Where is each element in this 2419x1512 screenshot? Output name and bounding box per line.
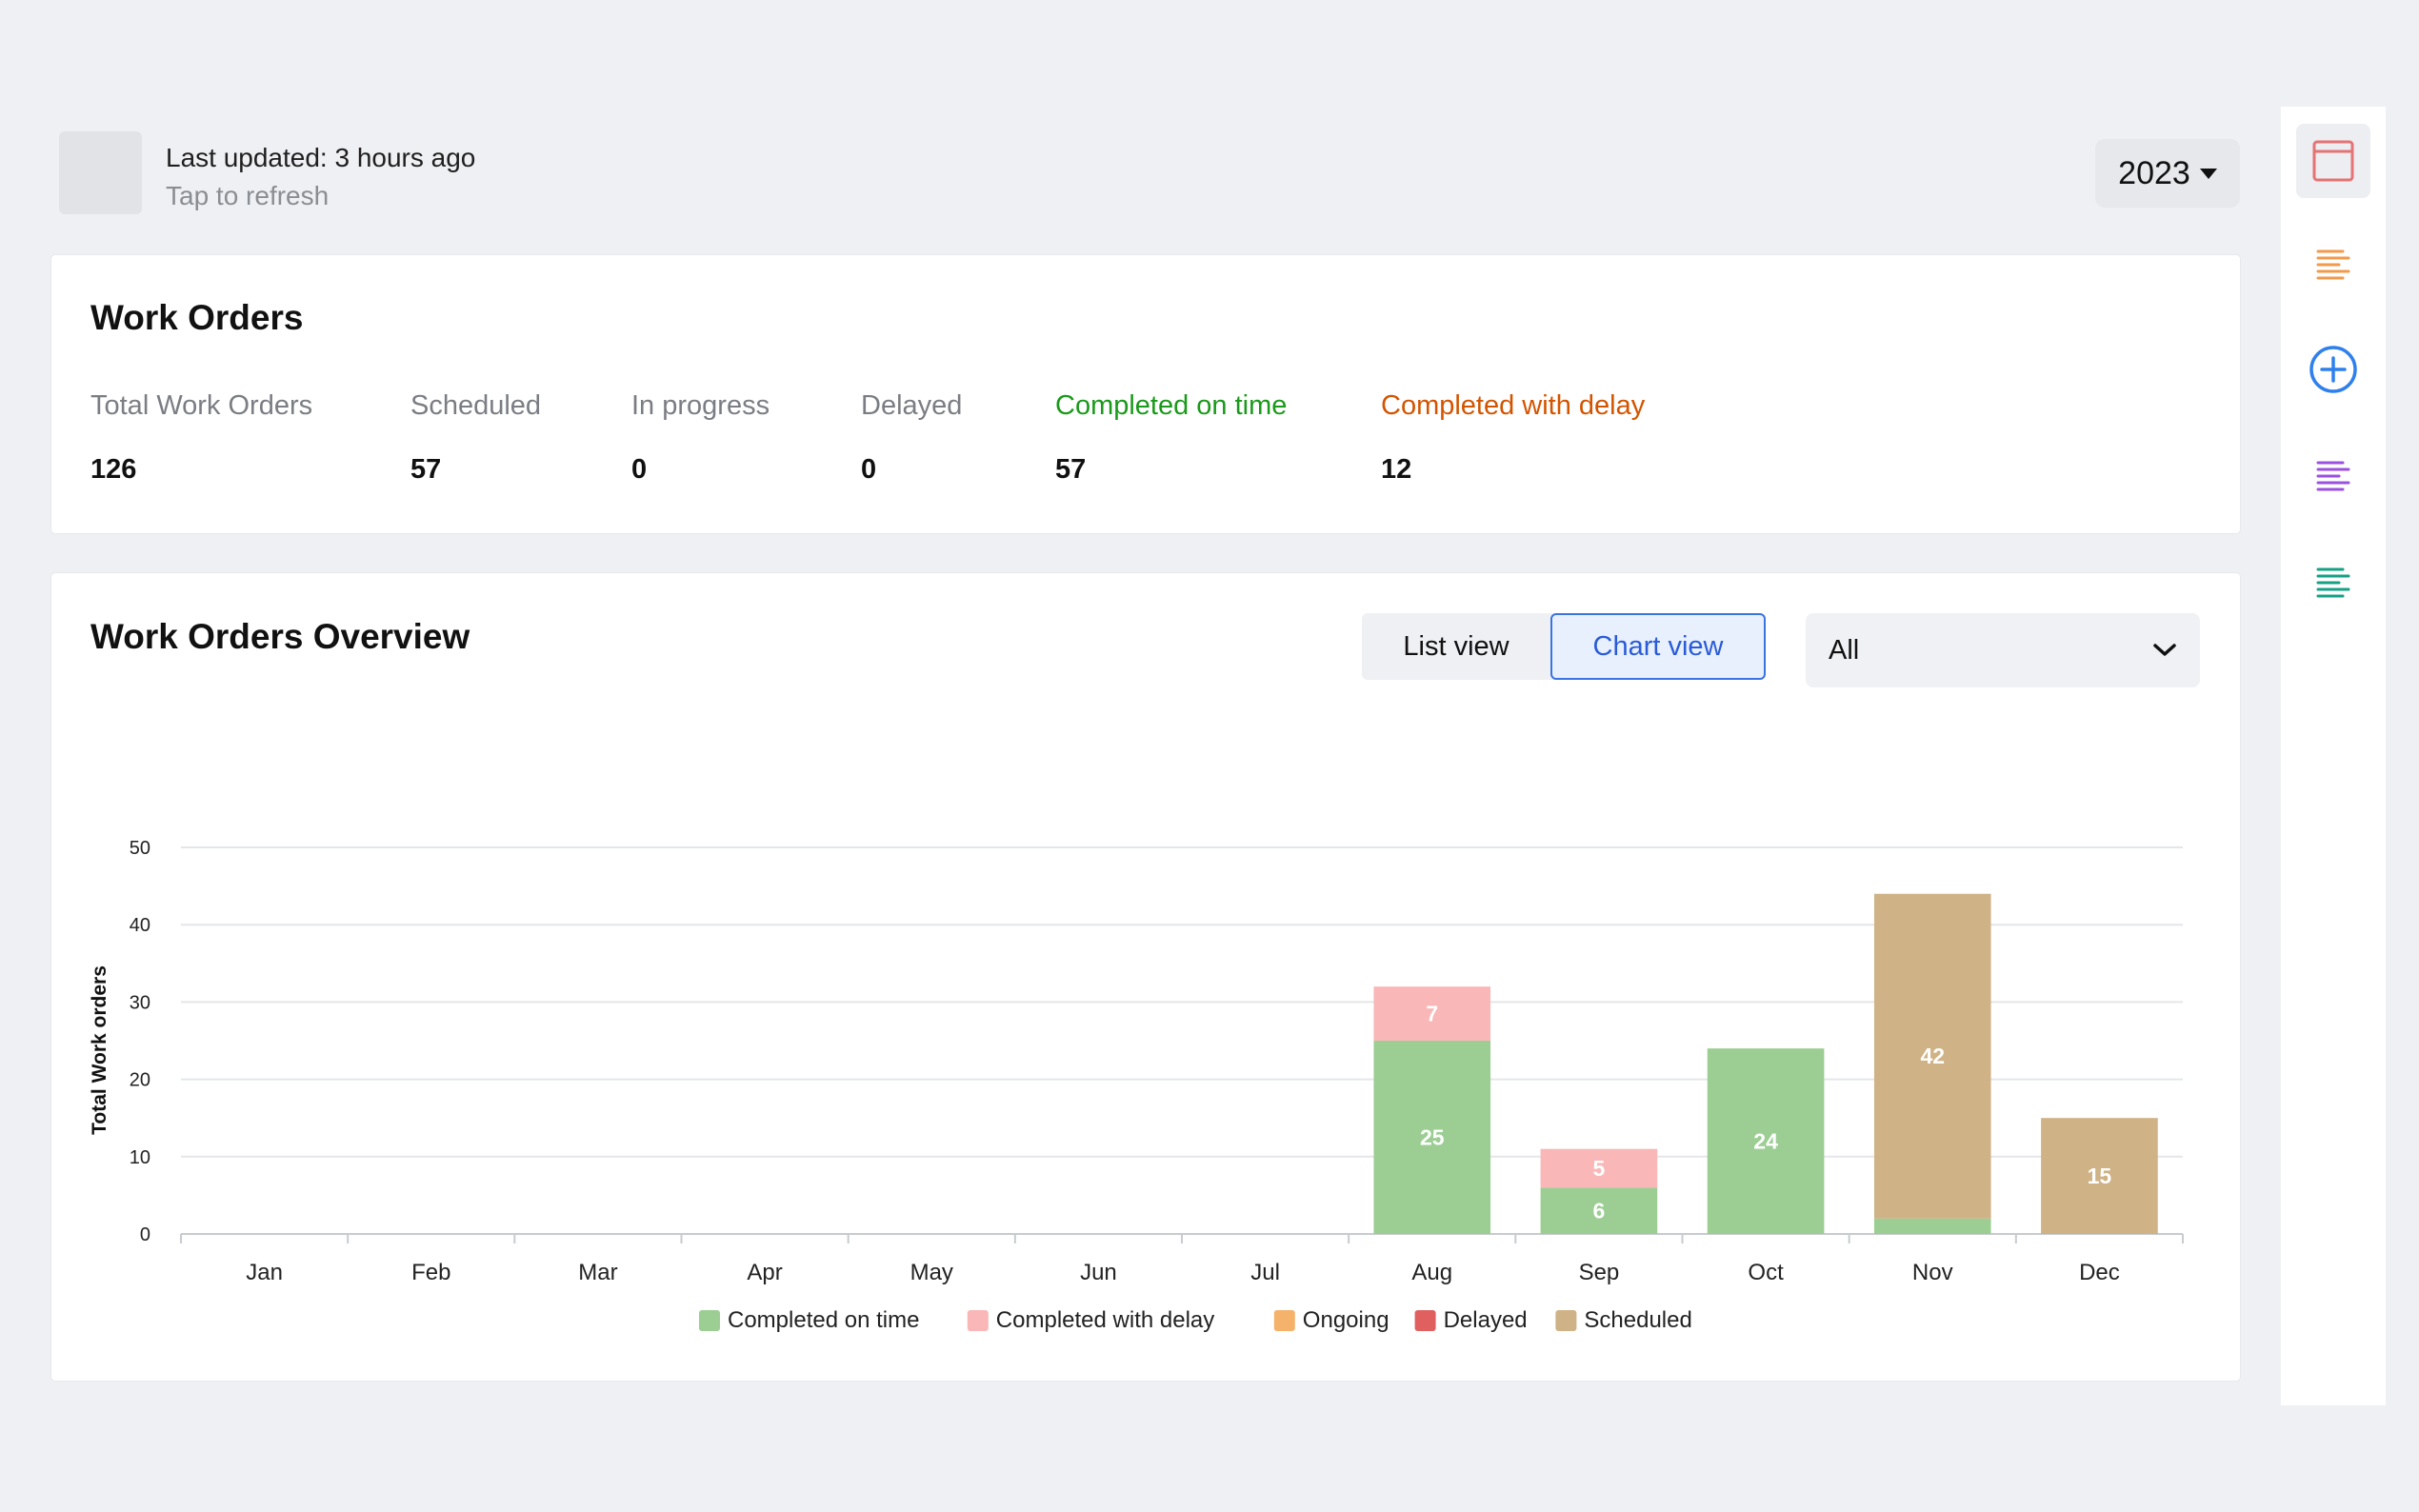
y-tick-label: 40: [130, 915, 150, 936]
rail-item-purple-list[interactable]: [2299, 442, 2368, 510]
summary-title: Work Orders: [90, 298, 304, 337]
bar-data-label: 42: [1920, 1044, 1945, 1068]
bar-data-label: 24: [1753, 1129, 1778, 1154]
y-tick-label: 10: [130, 1147, 150, 1168]
caret-down-icon: [2199, 168, 2217, 179]
stat-value: 57: [410, 454, 442, 485]
bar-segment: [1540, 1148, 1658, 1188]
tap-to-refresh-link[interactable]: Tap to refresh: [166, 181, 330, 210]
year-dropdown[interactable]: 2023: [2095, 139, 2240, 208]
status-filter-dropdown[interactable]: All: [1806, 613, 2200, 687]
refresh-avatar[interactable]: [59, 131, 142, 214]
chart-view-button[interactable]: Chart view: [1550, 613, 1766, 680]
layout-icon: [2312, 140, 2354, 182]
stat-label: Scheduled: [410, 390, 542, 421]
stat-total-work-orders: Total Work Orders 126: [90, 390, 312, 486]
legend-label: Delayed: [1444, 1307, 1528, 1333]
chevron-down-icon: [2153, 644, 2176, 656]
legend-swatch: [967, 1310, 989, 1331]
bar-data-label: 25: [1420, 1125, 1445, 1150]
bar-segment: [1373, 1041, 1491, 1234]
orange-list-icon: [2316, 249, 2350, 280]
bar-data-label: 5: [1593, 1156, 1606, 1181]
stat-label: Completed on time: [1055, 390, 1288, 421]
list-view-button[interactable]: List view: [1403, 630, 1509, 662]
x-tick-label: Mar: [578, 1260, 617, 1285]
rail-item-layout[interactable]: [2296, 124, 2370, 198]
stat-value: 57: [1055, 454, 1087, 485]
filter-value: All: [1829, 634, 1860, 666]
y-tick-label: 30: [130, 992, 150, 1013]
top-bar: Last updated: 3 hours ago Tap to refresh…: [59, 131, 2240, 219]
legend-label: Completed with delay: [996, 1307, 1214, 1333]
bar-segment: [1540, 1187, 1658, 1234]
x-tick-label: Feb: [411, 1260, 450, 1285]
stat-completed-with-delay: Completed with delay 12: [1381, 390, 1645, 486]
stat-label: In progress: [631, 390, 770, 421]
work-orders-chart: 0 10 20 30 40 50 Total Work orders Jan Feb Mar Apr…: [89, 838, 2184, 1333]
rail-item-orange-list[interactable]: [2299, 230, 2368, 299]
bar-data-label: 7: [1426, 1002, 1438, 1026]
rail-item-add[interactable]: [2299, 335, 2368, 404]
y-tick-label: 0: [140, 1224, 150, 1245]
rail-item-teal-list[interactable]: [2299, 548, 2368, 617]
x-tick-label: Nov: [1912, 1260, 1953, 1285]
overview-title: Work Orders Overview: [90, 617, 470, 656]
x-tick-label: Jun: [1080, 1260, 1117, 1285]
x-tick-label: Jan: [246, 1260, 283, 1285]
bar-segment: [1707, 1048, 1825, 1234]
last-updated-text: Last updated: 3 hours ago: [166, 143, 476, 172]
bar-segment: [1873, 1218, 1991, 1234]
work-orders-overview-card: Work Orders Overview List view Chart vie…: [51, 573, 2240, 1381]
stat-label: Completed with delay: [1381, 390, 1646, 421]
bar-segment: [2041, 1118, 2158, 1234]
x-tick-label: Aug: [1411, 1260, 1452, 1285]
stat-label: Delayed: [861, 390, 963, 421]
bar-segment: [1373, 986, 1491, 1041]
work-orders-summary-card: Work Orders Total Work Orders 126 Schedu…: [51, 255, 2240, 533]
stat-in-progress: In progress 0: [631, 390, 770, 486]
x-tick-label: Apr: [747, 1260, 782, 1285]
view-toggle: List view Chart view: [1362, 613, 1766, 680]
x-tick-label: Jul: [1250, 1260, 1280, 1285]
right-rail: [2281, 107, 2386, 1405]
y-tick-label: 20: [130, 1070, 150, 1091]
legend-label: Ongoing: [1303, 1307, 1389, 1333]
stat-delayed: Delayed 0: [861, 390, 962, 486]
legend-label: Completed on time: [728, 1307, 919, 1333]
x-tick-label: Sep: [1579, 1260, 1620, 1285]
bar-segment: [1873, 893, 1991, 1219]
x-tick-label: Oct: [1748, 1260, 1784, 1285]
y-axis-label: Total Work orders: [89, 965, 110, 1135]
legend-swatch: [699, 1310, 720, 1331]
x-tick-label: Dec: [2079, 1260, 2120, 1285]
stat-completed-on-time: Completed on time 57: [1055, 390, 1287, 486]
stat-label: Total Work Orders: [90, 390, 313, 421]
bar-data-label: 6: [1593, 1199, 1606, 1224]
stat-value: 0: [631, 454, 648, 485]
stat-scheduled: Scheduled 57: [410, 390, 541, 486]
legend-label: Scheduled: [1584, 1307, 1691, 1333]
stat-value: 0: [861, 454, 877, 485]
purple-list-icon: [2316, 461, 2350, 491]
year-value: 2023: [2118, 154, 2190, 191]
legend-swatch: [1273, 1310, 1295, 1331]
legend-swatch: [1555, 1310, 1577, 1331]
teal-list-icon: [2316, 567, 2350, 598]
y-tick-label: 50: [130, 838, 150, 859]
add-circle-icon: [2309, 346, 2357, 393]
bar-data-label: 15: [2088, 1164, 2112, 1188]
stat-value: 126: [90, 454, 137, 485]
x-tick-label: May: [910, 1260, 953, 1285]
stat-value: 12: [1381, 454, 1412, 485]
legend-swatch: [1414, 1310, 1436, 1331]
